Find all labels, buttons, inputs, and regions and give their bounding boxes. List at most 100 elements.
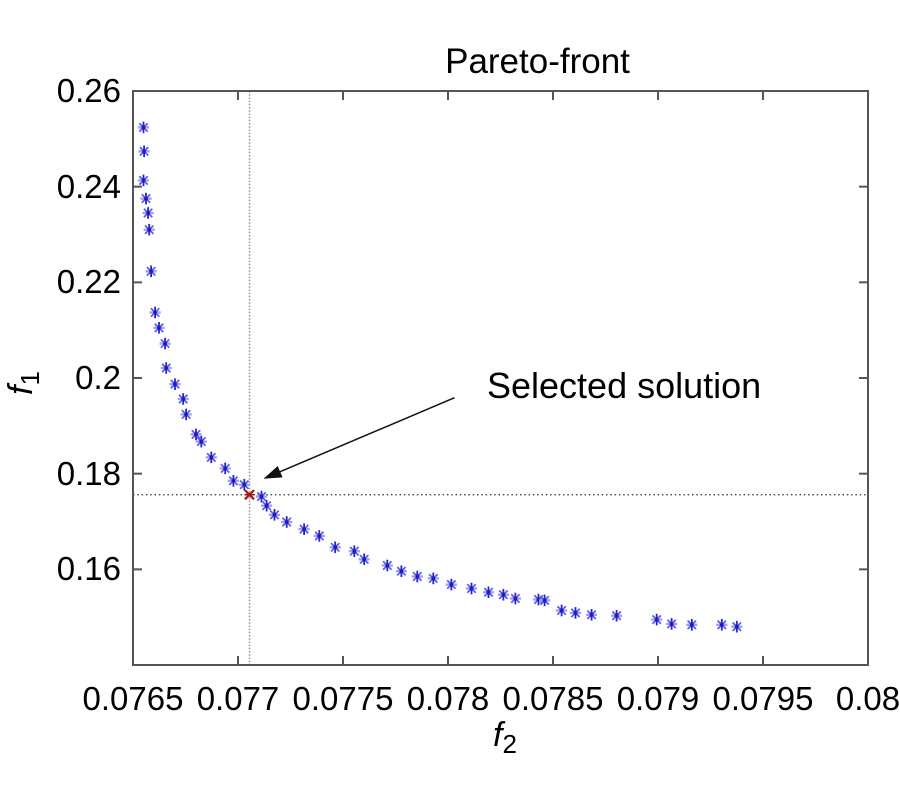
pareto-point-marker bbox=[610, 609, 623, 622]
marker-center bbox=[199, 439, 204, 444]
marker-center bbox=[163, 341, 167, 346]
pareto-point-marker bbox=[149, 306, 161, 319]
marker-center bbox=[669, 622, 674, 626]
x-axis-label-symbol: f bbox=[493, 716, 503, 754]
x-tick-label: 0.0785 bbox=[502, 680, 604, 717]
marker-center bbox=[589, 612, 594, 617]
marker-center bbox=[449, 582, 454, 587]
x-tick-label: 0.08 bbox=[835, 680, 900, 717]
pareto-point-marker bbox=[137, 121, 150, 134]
pareto-point-marker bbox=[716, 618, 728, 631]
pareto-point-marker bbox=[195, 435, 207, 448]
x-tick-label: 0.078 bbox=[406, 680, 490, 717]
annotation-arrow-line bbox=[279, 397, 455, 473]
marker-center bbox=[501, 592, 506, 597]
pareto-point-marker bbox=[411, 570, 423, 583]
marker-center bbox=[333, 545, 338, 550]
marker-center bbox=[231, 478, 236, 483]
pareto-point-marker bbox=[427, 572, 439, 585]
marker-center bbox=[264, 503, 269, 508]
marker-center bbox=[153, 310, 157, 315]
pareto-point-marker bbox=[261, 499, 273, 512]
pareto-point-marker bbox=[381, 559, 393, 572]
pareto-point-marker bbox=[145, 265, 157, 278]
pareto-point-marker bbox=[497, 588, 509, 601]
pareto-point-marker bbox=[313, 530, 325, 542]
marker-center bbox=[719, 622, 724, 627]
marker-center bbox=[144, 196, 148, 201]
selected-point-marker bbox=[244, 489, 255, 501]
pareto-point-marker bbox=[169, 378, 181, 391]
pareto-point-marker bbox=[555, 604, 568, 617]
pareto-point-marker bbox=[140, 192, 152, 205]
axis-ticks bbox=[132, 90, 869, 665]
marker-center bbox=[431, 576, 436, 581]
marker-center bbox=[223, 466, 228, 471]
marker-center bbox=[146, 211, 150, 215]
marker-center bbox=[259, 494, 264, 499]
pareto-point-marker bbox=[219, 462, 231, 475]
pareto-point-marker bbox=[159, 337, 171, 350]
marker-center bbox=[542, 598, 547, 603]
pareto-point-marker bbox=[358, 553, 370, 566]
pareto-point-marker bbox=[329, 541, 341, 554]
marker-center bbox=[181, 397, 186, 401]
pareto-point-marker bbox=[298, 523, 310, 536]
pareto-point-marker bbox=[651, 613, 663, 626]
pareto-point-marker bbox=[395, 565, 407, 578]
marker-center bbox=[654, 617, 659, 622]
marker-center bbox=[149, 269, 153, 274]
marker-center bbox=[142, 149, 146, 154]
y-tick-label: 0.16 bbox=[56, 550, 121, 588]
pareto-point-marker bbox=[465, 582, 478, 595]
marker-center bbox=[147, 227, 152, 232]
pareto-point-marker bbox=[180, 408, 192, 421]
pareto-point-marker bbox=[482, 586, 495, 599]
marker-center bbox=[689, 622, 694, 627]
pareto-point-marker bbox=[153, 321, 165, 334]
y-tick-label: 0.2 bbox=[75, 359, 121, 396]
y-tick-label: 0.26 bbox=[56, 72, 121, 109]
marker-center bbox=[141, 125, 146, 130]
pareto-point-marker bbox=[445, 578, 457, 591]
y-tick-label: 0.18 bbox=[56, 454, 121, 492]
marker-center bbox=[184, 412, 188, 417]
x-tick-label: 0.0765 bbox=[82, 680, 184, 717]
marker-center bbox=[352, 549, 357, 554]
marker-center bbox=[157, 325, 161, 330]
marker-center bbox=[513, 596, 518, 601]
marker-center bbox=[164, 366, 169, 370]
pareto-point-marker bbox=[268, 508, 281, 521]
chart-title: Pareto-front bbox=[445, 42, 630, 81]
marker-center bbox=[573, 611, 578, 615]
y-tick-label: 0.22 bbox=[56, 263, 121, 301]
pareto-point-marker bbox=[227, 474, 239, 487]
pareto-point-marker bbox=[686, 618, 698, 631]
pareto-point-marker bbox=[238, 478, 250, 491]
marker-center bbox=[272, 512, 277, 517]
pareto-point-marker bbox=[205, 451, 217, 464]
marker-center bbox=[242, 482, 247, 487]
marker-center bbox=[734, 624, 739, 629]
pareto-point-marker bbox=[281, 516, 293, 528]
pareto-point-marker bbox=[138, 145, 150, 158]
pareto-point-marker bbox=[255, 490, 268, 503]
x-axis-label: f2 bbox=[455, 716, 555, 757]
y-tick-label: 0.24 bbox=[56, 167, 121, 205]
marker-center bbox=[469, 586, 474, 591]
pareto-points-layer bbox=[137, 121, 743, 633]
annotation-selected-solution: Selected solution bbox=[487, 365, 762, 406]
pareto-point-marker bbox=[348, 545, 360, 558]
x-axis-label-subscript: 2 bbox=[502, 729, 517, 759]
marker-center bbox=[385, 563, 390, 568]
marker-center bbox=[614, 613, 619, 618]
pareto-point-marker bbox=[585, 608, 598, 621]
marker-center bbox=[302, 527, 306, 532]
marker-center bbox=[284, 520, 289, 524]
pareto-point-marker bbox=[731, 620, 743, 633]
pareto-point-marker bbox=[190, 428, 202, 441]
pareto-point-marker bbox=[137, 174, 150, 187]
pareto-point-marker bbox=[142, 207, 154, 219]
